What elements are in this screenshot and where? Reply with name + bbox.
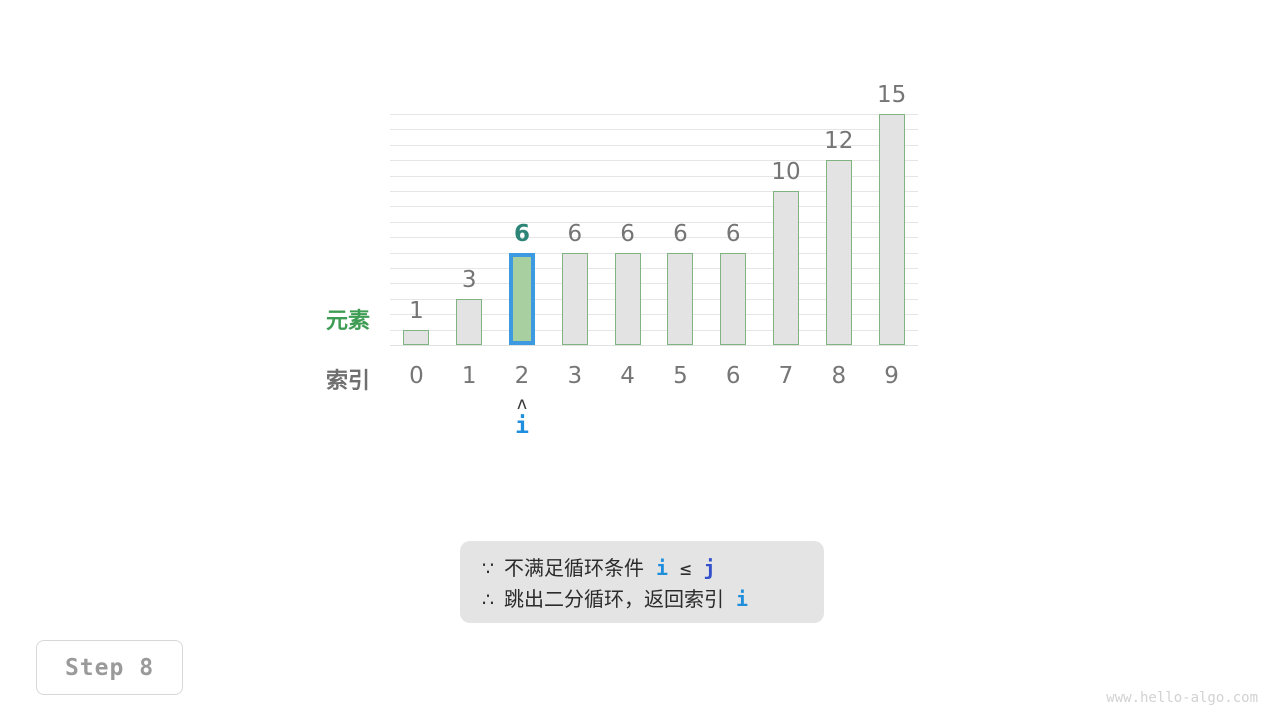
watermark: www.hello-algo.com — [1106, 690, 1258, 706]
bar — [614, 252, 641, 345]
index-label-8: 8 — [831, 363, 847, 389]
index-label-4: 4 — [620, 363, 635, 389]
index-label-2: 2 — [514, 363, 530, 389]
index-label-0: 0 — [409, 363, 424, 389]
bar — [667, 252, 694, 345]
bar — [825, 160, 852, 345]
annotation-line-1: ∵ 不满足循环条件 i ≤ j — [460, 553, 824, 584]
bar-value-label: 6 — [513, 220, 530, 247]
bar — [773, 191, 799, 345]
bar — [561, 252, 588, 345]
gridline — [390, 268, 918, 269]
bar — [878, 114, 905, 345]
gridline — [390, 283, 918, 285]
annotation-operator: ≤ — [680, 558, 692, 580]
annotation-line-2: ∴ 跳出二分循环，返回索引 i — [460, 584, 824, 615]
bar — [720, 252, 747, 345]
annotation-return-var-i: i — [736, 587, 749, 611]
bar-value-label: 6 — [673, 220, 688, 247]
bar — [456, 298, 483, 345]
gridline — [390, 329, 918, 331]
index-label-7: 7 — [778, 363, 794, 389]
chart-baseline — [390, 345, 918, 346]
bar-value-label: 15 — [876, 82, 907, 108]
annotation-box: ∵ 不满足循环条件 i ≤ j ∴ 跳出二分循环，返回索引 i — [460, 541, 824, 623]
index-label-9: 9 — [884, 363, 899, 389]
annotation-line-1-text: 不满足循环条件 — [504, 556, 644, 580]
therefore-symbol: ∴ — [482, 589, 495, 611]
pointer-label-i: i — [515, 413, 529, 439]
index-label-3: 3 — [567, 363, 583, 389]
bar-value-label: 10 — [771, 159, 801, 185]
bar-value-label: 12 — [824, 128, 854, 155]
because-symbol: ∵ — [482, 558, 495, 580]
annotation-var-i: i — [656, 556, 669, 580]
index-label-6: 6 — [725, 363, 741, 389]
step-badge-label: Step 8 — [64, 654, 155, 681]
bar-highlighted — [509, 252, 535, 345]
bar-value-label: 1 — [409, 297, 424, 324]
bar-value-label: 6 — [620, 220, 635, 247]
index-label-5: 5 — [673, 363, 688, 389]
pointer-caret-icon: ʌ — [516, 394, 528, 414]
annotation-line-2-text: 跳出二分循环，返回索引 — [504, 587, 724, 611]
annotation-var-j: j — [703, 556, 716, 580]
gridline — [390, 191, 918, 192]
gridline — [390, 160, 918, 162]
axis-label-index: 索引 — [325, 369, 370, 394]
step-badge: Step 8 — [36, 640, 183, 695]
axis-label-element: 元素 — [325, 309, 370, 334]
gridline — [390, 314, 918, 316]
index-label-1: 1 — [461, 363, 477, 389]
gridline — [390, 221, 918, 223]
gridline — [390, 252, 918, 254]
bar — [403, 329, 430, 345]
gridline — [390, 175, 918, 177]
bar-value-label: 6 — [725, 220, 741, 247]
gridline — [390, 129, 918, 131]
bar-value-label: 3 — [461, 266, 477, 293]
gridline — [390, 144, 918, 146]
bar-value-label: 6 — [567, 220, 583, 247]
gridline — [390, 298, 918, 300]
gridline — [390, 237, 918, 239]
gridline — [390, 114, 918, 115]
gridline — [390, 206, 918, 208]
